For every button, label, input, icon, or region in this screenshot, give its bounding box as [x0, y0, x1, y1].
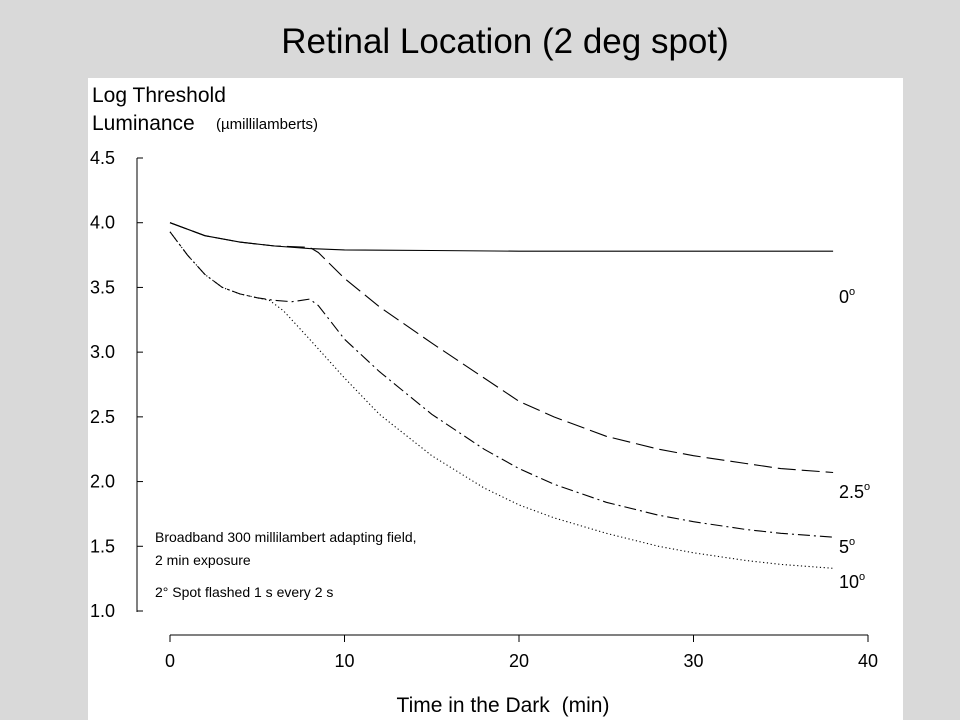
series-lines [169, 222, 834, 569]
series-label-0-deg: 0o [839, 286, 855, 307]
y-axis-label-line1: Log Threshold [92, 84, 226, 107]
annotation-line-1: Broadband 300 millilambert adapting fiel… [155, 529, 417, 545]
y-tick-label: 1.0 [90, 601, 115, 621]
y-tick-label: 3.5 [90, 277, 115, 297]
series-line-10-deg [169, 231, 834, 569]
x-axis-label: Time in the Dark (min) [397, 694, 610, 717]
x-tick-label: 30 [683, 651, 703, 671]
axes: 4.5 4.0 3.5 3.0 2.5 2.0 1.5 1.0 0 10 20 30 40 [90, 148, 878, 671]
annotation-line-2: 2 min exposure [155, 552, 251, 568]
series-label-5-deg: 5o [839, 536, 855, 557]
series-line-0-deg [169, 222, 834, 252]
chart-svg: Log Threshold Luminance (µmillilamberts)… [90, 84, 878, 717]
chart-panel: Log Threshold Luminance (µmillilamberts)… [88, 78, 903, 720]
series-labels: 0o 2.5o 5o 10o [839, 286, 870, 592]
x-tick-label: 10 [334, 651, 354, 671]
series-line-2-5-deg [169, 222, 834, 474]
series-label-10-deg: 10o [839, 571, 865, 592]
y-axis-unit: (µmillilamberts) [216, 116, 318, 133]
y-axis-label-line2: Luminance [92, 112, 195, 135]
x-tick-label: 40 [858, 651, 878, 671]
y-tick-label: 1.5 [90, 536, 115, 556]
x-tick-label: 20 [509, 651, 529, 671]
x-axis-label-text: Time in the Dark [397, 694, 551, 717]
series-label-2-5-deg: 2.5o [839, 481, 870, 502]
series-line-5-deg [169, 231, 834, 538]
chart-title: Retinal Location (2 deg spot) [281, 22, 729, 61]
annotation-line-3: 2° Spot flashed 1 s every 2 s [155, 584, 333, 600]
y-tick-label: 4.0 [90, 213, 115, 233]
y-tick-label: 4.5 [90, 148, 115, 168]
y-tick-label: 2.0 [90, 472, 115, 492]
y-tick-label: 3.0 [90, 342, 115, 362]
y-tick-label: 2.5 [90, 407, 115, 427]
x-tick-label: 0 [165, 651, 175, 671]
x-axis-unit: (min) [562, 694, 610, 717]
